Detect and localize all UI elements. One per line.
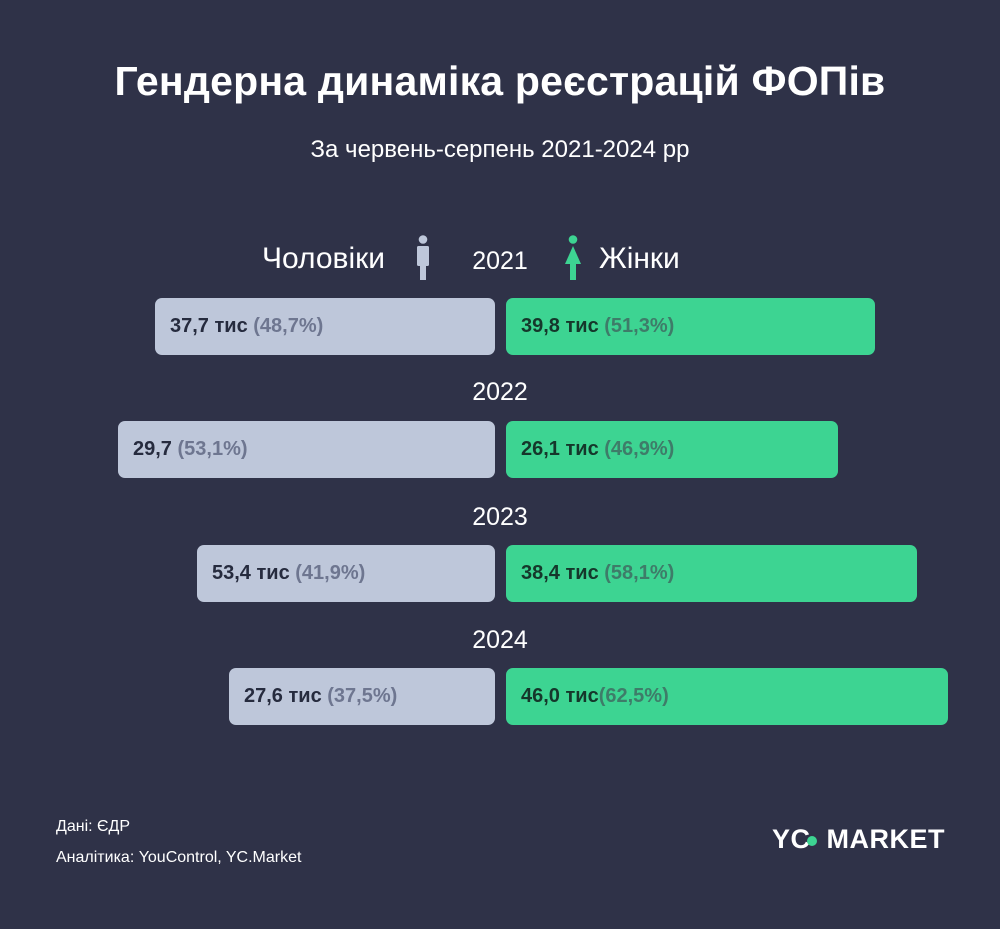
bar-men-2021: 37,7 тис (48,7%) [155, 298, 495, 355]
data-source: Дані: ЄДР [56, 818, 131, 835]
yc-market-logo: YC MARKET [772, 824, 945, 855]
year-label-2021: 2021 [472, 247, 528, 275]
men-percent: (48,7%) [253, 315, 324, 337]
women-value: 26,1 тис [521, 438, 599, 460]
men-value: 29,7 [133, 438, 172, 460]
women-value: 38,4 тис [521, 562, 599, 584]
women-value: 46,0 тис [521, 685, 599, 707]
women-percent: (46,9%) [604, 438, 675, 460]
men-value: 27,6 тис [244, 685, 322, 707]
men-percent: (53,1%) [177, 438, 248, 460]
bar-women-2021: 39,8 тис (51,3%) [506, 298, 875, 355]
year-label-2022: 2022 [472, 378, 528, 406]
women-percent: (58,1%) [604, 562, 675, 584]
year-label-2024: 2024 [472, 626, 528, 654]
chart-subtitle: За червень-серпень 2021-2024 рр [310, 136, 690, 163]
women-percent: (62,5%) [598, 685, 669, 707]
men-value: 53,4 тис [212, 562, 290, 584]
year-label-2023: 2023 [472, 503, 528, 531]
legend-women-label: Жінки [599, 242, 680, 275]
legend-men-label: Чоловіки [262, 242, 386, 275]
women-value: 39,8 тис [521, 315, 599, 337]
logo-dot-icon [806, 835, 817, 846]
bar-men-2023: 53,4 тис (41,9%) [197, 545, 495, 602]
logo-market: MARKET [826, 824, 946, 854]
bar-men-2022: 29,7 (53,1%) [118, 421, 495, 478]
men-value: 37,7 тис [170, 315, 248, 337]
bar-women-2023: 38,4 тис (58,1%) [506, 545, 917, 602]
bar-women-2022: 26,1 тис (46,9%) [506, 421, 838, 478]
chart-title: Гендерна динаміка реєстрацій ФОПів [114, 58, 886, 104]
women-percent: (51,3%) [604, 315, 675, 337]
bar-men-2024: 27,6 тис (37,5%) [229, 668, 495, 725]
analytics-credit: Аналітика: YouControl, YC.Market [56, 849, 302, 866]
logo-yc: YC [772, 824, 811, 854]
male-person-icon [417, 235, 429, 280]
female-person-icon [565, 235, 581, 280]
bar-women-2024: 46,0 тис (62,5%) [506, 668, 948, 725]
men-percent: (41,9%) [295, 562, 366, 584]
men-percent: (37,5%) [327, 685, 398, 707]
